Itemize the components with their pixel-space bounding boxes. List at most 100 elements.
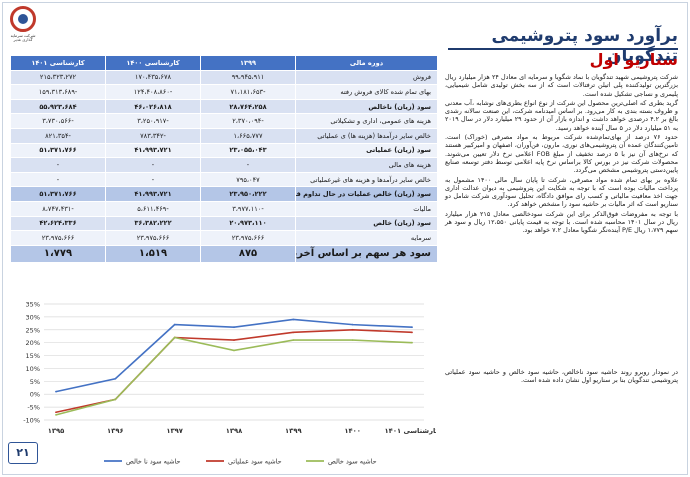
table-cell: ۵۱،۳۷۱،۷۶۶ (10, 142, 106, 159)
row-label: فروش (295, 69, 438, 86)
table-cell: ۱،۶۶۵،۷۷۷ (200, 127, 296, 144)
table-cell: - (10, 157, 106, 173)
table-cell: - (10, 171, 106, 188)
narrative-paragraph: علاوه بر بهای تمام شده مواد مصرفی، شرکت … (445, 175, 679, 209)
row-label: سود (زیان) خالص عملیات در حال تداوم قبل … (295, 186, 438, 202)
x-tick-label: ۱۳۹۷ (166, 427, 183, 435)
table-cell: - (105, 157, 201, 173)
data-point (351, 323, 354, 326)
x-tick-label: ۱۳۹۹ (285, 427, 302, 435)
title-underline (448, 48, 678, 50)
narrative-paragraph: حدود ۷۶ درصد از بهای‌تمام‌شده شرکت مربوط… (445, 133, 679, 175)
scenario-title: سناریو اول (589, 50, 678, 69)
table-cell: ۴۱،۹۹۳،۷۲۱ (105, 142, 201, 159)
data-point (292, 318, 295, 321)
table-cell: -۱۵۹،۳۱۳،۶۸۹ (10, 84, 106, 100)
legend-label: حاشیه سود نا خالص (126, 458, 181, 466)
chart-legend: حاشیه سود نا خالص حاشیه سود عملیاتی حاشیه … (104, 458, 377, 466)
data-point (351, 339, 354, 341)
x-tick-label: ۱۴۰۰ (344, 427, 361, 435)
table-header-cell: کارشناسی ۱۴۰۰ (105, 55, 201, 71)
table-row: خالص سایر درآمدها و هزینه های غیرعملیاتی… (10, 171, 438, 188)
logo-caption: شرکت سرمایه گذاری غدیر (10, 33, 36, 42)
table-row: هزینه های مالی - - - (10, 157, 438, 173)
data-point (114, 377, 117, 380)
data-point (411, 341, 413, 344)
row-label: سود هر سهم بر اساس آخرین سرمایه (295, 244, 438, 263)
table-cell: -۷۱،۱۸۱،۶۵۳ (200, 84, 296, 100)
row-label: هزینه های عمومی، اداری و تشکیلاتی (295, 113, 438, 129)
table-cell: ۱۷۰،۴۳۵،۶۷۸ (105, 69, 201, 86)
table-row: سود (زیان) خالص عملیات در حال تداوم قبل … (10, 186, 438, 202)
chart-note: در نمودار روبرو روند حاشیه سود ناخالص، ح… (445, 368, 678, 385)
table-cell: ۵۵،۹۲۳،۶۸۴ (10, 98, 106, 115)
table-header-row: دوره مالی ۱۳۹۹ کارشناسی ۱۴۰۰ کارشناسی ۱۴… (10, 55, 438, 71)
table-cell: ۱،۵۱۹ (105, 244, 201, 263)
table-cell: ۲۱۵،۳۲۳،۲۷۲ (10, 69, 106, 86)
table-header-cell: دوره مالی (295, 55, 438, 71)
data-point (233, 326, 235, 329)
table-cell: ۲۰،۹۷۳،۱۱۰ (200, 215, 296, 232)
table-cell: ۹۹،۹۴۵،۹۱۱ (200, 69, 296, 86)
table-cell: ۷۹۵،۰۴۷ (200, 171, 296, 188)
x-tick-label: ۱۳۹۵ (48, 427, 65, 435)
table-cell: ۲۳،۹۵۰،۲۲۲ (200, 186, 296, 202)
row-label: هزینه های مالی (295, 157, 438, 173)
row-label: سود (زیان) خالص (295, 215, 438, 232)
row-label: بهای تمام شده کالای فروش رفته (295, 84, 438, 100)
data-point (233, 349, 235, 352)
data-point (292, 331, 295, 334)
data-point (173, 323, 176, 326)
table-cell: ۱،۷۷۹ (10, 244, 106, 263)
legend-label: حاشیه سود عملیاتی (228, 458, 282, 466)
data-point (351, 328, 354, 331)
table-cell: - (105, 171, 201, 188)
y-tick-label: 5% (30, 378, 40, 386)
table-cell: -۸۲۱،۳۵۴ (10, 127, 106, 144)
row-label: سرمایه (295, 230, 438, 246)
table-cell: -۲،۳۷۰،۰۹۴ (200, 113, 296, 129)
data-point (233, 339, 235, 341)
narrative-text: شرکت پتروشیمی شهید تندگویان با نماد شگوی… (445, 73, 678, 236)
table-cell: ۴۶،۰۲۶،۸۱۸ (105, 98, 201, 115)
data-point (411, 331, 413, 334)
table-cell: ۲۳،۰۵۵،۰۴۳ (200, 142, 296, 159)
narrative-paragraph: شرکت پتروشیمی شهید تندگویان با نماد شگوی… (445, 73, 678, 98)
table-row: سرمایه ۲۳،۹۷۵،۶۶۶ ۲۳،۹۷۵،۶۶۶ ۲۳،۹۷۵،۶۶۶ (10, 230, 438, 246)
logo-emblem-icon (10, 6, 36, 32)
page-title: برآورد سود پتروشیمی تندگویان (491, 26, 678, 66)
table-cell: ۲۳،۹۷۵،۶۶۶ (200, 230, 296, 246)
data-point (55, 390, 57, 393)
y-tick-label: 25% (26, 326, 40, 334)
margin-chart-plot: -10% -5% 0% 5% 10% 15% 20% 25% 30% 35% ۱۳۹۵ ۱۳۹۶ ۱۳۹… (23, 301, 436, 436)
table-cell: -۳،۹۷۷،۱۱۰ (200, 200, 296, 217)
x-tick-label: کارشناسی ۱۴۰۱ (385, 427, 436, 435)
table-cell: ۸۷۵ (200, 244, 296, 263)
y-tick-label: 35% (26, 301, 40, 309)
table-header-cell: ۱۳۹۹ (200, 55, 296, 71)
table-row: هزینه های عمومی، اداری و تشکیلاتی -۲،۳۷۰،… (10, 113, 438, 129)
page-number: ۲۱ (8, 442, 38, 464)
row-label: سود (زیان) ناخالص (295, 98, 438, 115)
margin-chart: -10% -5% 0% 5% 10% 15% 20% 25% 30% 35% ۱۳۹۵ ۱۳۹۶ ۱۳۹… (8, 298, 436, 458)
table-cell: ۴۲،۶۲۴،۳۳۶ (10, 215, 106, 232)
narrative-paragraph: گرید بطری که اصلی‌ترین محصول این شرکت از… (445, 98, 678, 132)
y-tick-label: 0% (30, 391, 40, 399)
series-line (55, 336, 413, 416)
company-logo: شرکت سرمایه گذاری غدیر (8, 6, 38, 42)
table-row: فروش ۹۹،۹۴۵،۹۱۱ ۱۷۰،۴۳۵،۶۷۸ ۲۱۵،۳۲۳،۲۷۲ (10, 69, 438, 86)
table-cell: ۵۱،۳۷۱،۷۶۶ (10, 186, 106, 202)
series-line (55, 328, 413, 414)
table-row: سود (زیان) خالص ۲۰،۹۷۳،۱۱۰ ۳۶،۳۸۲،۲۲۲ ۴۲،۶۲… (10, 215, 438, 232)
table-cell: - (200, 157, 296, 173)
table-cell: ۳۶،۳۸۲،۲۲۲ (105, 215, 201, 232)
data-point (173, 336, 176, 339)
row-label: خالص سایر درآمدها و هزینه های غیرعملیاتی (295, 171, 438, 188)
table-row: سود (زیان) ناخالص ۲۸،۷۶۴،۲۵۸ ۴۶،۰۲۶،۸۱۸ ۵۵،… (10, 98, 438, 115)
row-label: مالیات (295, 200, 438, 217)
financial-table: دوره مالی ۱۳۹۹ کارشناسی ۱۴۰۰ کارشناسی ۱۴… (10, 55, 438, 263)
table-cell: -۱۲۴،۴۰۸،۸۶۰ (105, 84, 201, 100)
row-label: سود (زیان) عملیاتی (295, 142, 438, 159)
table-cell: ۲۸،۷۶۴،۲۵۸ (200, 98, 296, 115)
